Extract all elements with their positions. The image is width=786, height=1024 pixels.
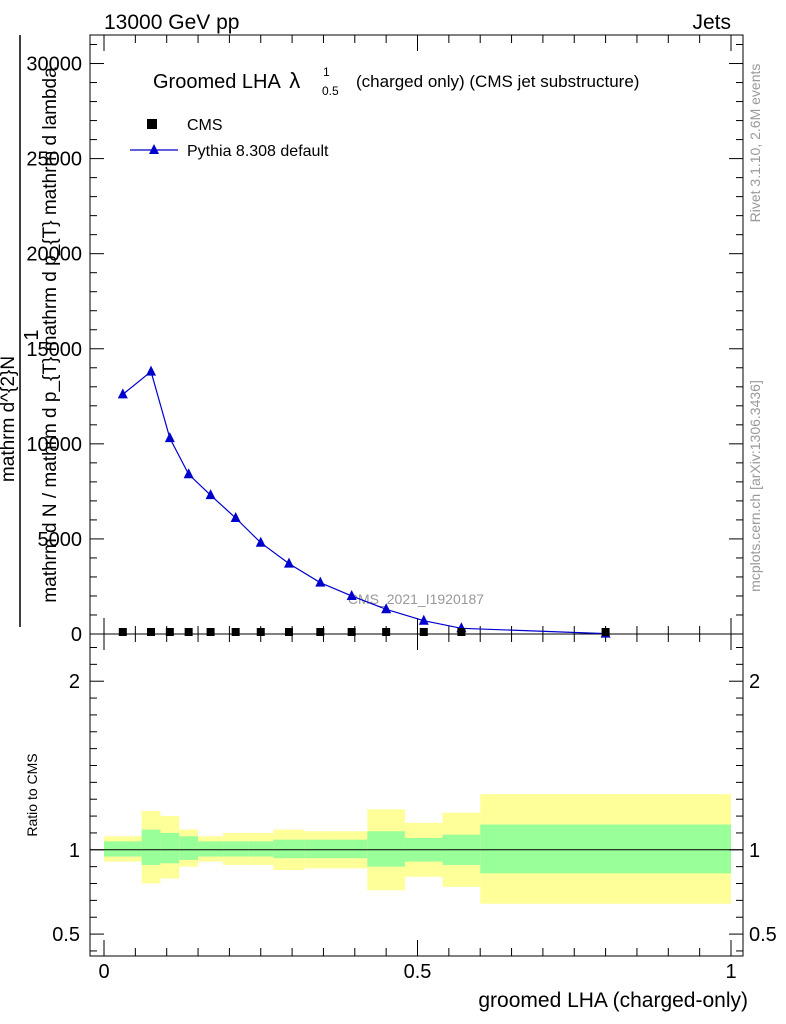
ratio-band-green-5 (223, 841, 249, 857)
title-main: Groomed LHA (153, 71, 281, 93)
x-tick-label: 1 (725, 961, 736, 983)
cms-point (601, 628, 610, 636)
legend-pythia-marker (149, 144, 159, 154)
ratio-bands (104, 794, 731, 904)
ratio-tick-label-left: 0.5 (52, 924, 80, 946)
ratio-band-green-1 (141, 829, 161, 865)
pythia-point (315, 576, 326, 587)
cms-point (316, 628, 325, 636)
y-tick-label: 20000 (26, 244, 82, 266)
chart-title: Groomed LHA λ (153, 68, 300, 93)
ratio-band-green-3 (179, 836, 199, 860)
y-label-numerator: mathrm d^{2}N (0, 356, 19, 482)
y-tick-label: 25000 (26, 149, 82, 171)
ratio-band-green-6 (248, 841, 274, 857)
cms-point (284, 628, 293, 636)
ratio-tick-label-left: 2 (69, 671, 80, 693)
y-label-denominator: mathrm d N / mathrm d p_{T} mathrm d p_{… (40, 67, 61, 603)
ratio-y-label: Ratio to CMS (24, 753, 40, 836)
ratio-band-green-9 (335, 839, 368, 859)
cms-point (147, 628, 156, 636)
x-ticks: 0 0.5 1 (98, 35, 737, 983)
analysis-watermark: CMS_2021_I1920187 (348, 591, 484, 607)
pythia-point (146, 365, 157, 376)
title-lambda: λ (289, 68, 300, 93)
pythia-point (255, 536, 266, 547)
ratio-band-green-13 (480, 824, 731, 874)
cms-point (231, 628, 240, 636)
ratio-band-green-8 (304, 839, 336, 859)
pythia-point (230, 512, 241, 523)
x-axis-label: groomed LHA (charged-only) (478, 989, 748, 1012)
header-energy: 13000 GeV pp (104, 11, 239, 34)
cms-point (347, 628, 356, 636)
ratio-y-ticks: 0.5 0.5 1 1 2 2 (52, 646, 777, 952)
title-subscript: 0.5 (322, 84, 339, 98)
cms-point (382, 628, 391, 636)
cms-markers (118, 628, 610, 636)
cms-point (457, 628, 466, 636)
ratio-band-green-2 (160, 832, 180, 864)
y-tick-label: 5000 (38, 529, 83, 551)
pythia-point (205, 489, 216, 500)
main-y-ticks: 0 5000 10000 15000 20000 25000 30000 (26, 44, 743, 646)
pythia-point (346, 589, 357, 600)
ratio-band-green-10 (367, 831, 405, 867)
cms-point (206, 628, 215, 636)
cms-point (184, 628, 193, 636)
pythia-point (183, 468, 194, 479)
mcplots-label: mcplots.cern.ch [arXiv:1306.3436] (747, 380, 763, 592)
header-jets: Jets (692, 11, 731, 34)
ratio-band-green-7 (273, 839, 305, 859)
y-tick-label: 10000 (26, 434, 82, 456)
legend-cms-label: CMS (187, 117, 223, 134)
pythia-series-line (122, 370, 606, 635)
y-tick-label: 0 (71, 624, 82, 646)
y-tick-label: 15000 (26, 339, 82, 361)
legend-cms-marker (147, 119, 157, 129)
cms-point (118, 628, 127, 636)
ratio-band-green-4 (198, 841, 224, 857)
legend-pythia-label: Pythia 8.308 default (187, 143, 329, 160)
ratio-panel (89, 633, 744, 957)
pythia-point (381, 603, 392, 614)
title-tail: (charged only) (CMS jet substructure) (356, 72, 639, 91)
pythia-point (117, 388, 128, 399)
rivet-version-label: Rivet 3.1.10, 2.6M events (747, 64, 763, 223)
y-label-one: 1 (21, 329, 43, 340)
y-axis-label: 1 mathrm d^{2}N mathrm d N / mathrm d p_… (0, 35, 61, 627)
x-tick-label: 0.5 (404, 961, 432, 983)
cms-point (165, 628, 174, 636)
y-tick-label: 30000 (26, 54, 82, 76)
ratio-band-green-0 (104, 841, 142, 857)
title-superscript: 1 (323, 65, 330, 79)
ratio-tick-label-right: 1 (749, 840, 760, 862)
x-tick-label: 0 (98, 961, 109, 983)
ratio-tick-label-left: 1 (69, 840, 80, 862)
cms-point (256, 628, 265, 636)
main-panel (89, 34, 744, 635)
ratio-tick-label-right: 2 (749, 671, 760, 693)
pythia-point (283, 557, 294, 568)
ratio-tick-label-right: 0.5 (749, 924, 777, 946)
pythia-point (418, 614, 429, 625)
pythia-point (164, 432, 175, 443)
cms-point (419, 628, 428, 636)
